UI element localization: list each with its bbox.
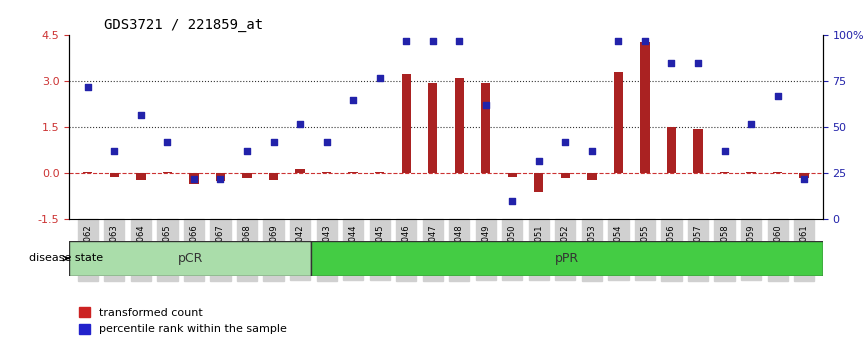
Bar	[322, 172, 332, 173]
Legend: transformed count, percentile rank within the sample: transformed count, percentile rank withi…	[74, 303, 292, 339]
Bar	[746, 172, 756, 173]
Bar	[720, 172, 729, 173]
Bar	[667, 127, 676, 173]
Bar	[190, 173, 198, 184]
Bar	[507, 173, 517, 177]
Point	[744, 121, 758, 127]
Point	[81, 84, 94, 90]
Bar	[773, 172, 782, 173]
Point	[798, 176, 811, 182]
Point	[294, 121, 307, 127]
Point	[240, 149, 254, 154]
Point	[771, 93, 785, 99]
Bar	[534, 173, 544, 192]
Point	[559, 139, 572, 145]
Point	[160, 139, 174, 145]
Bar	[163, 172, 172, 173]
Bar	[295, 169, 305, 173]
Bar	[428, 83, 437, 173]
Point	[611, 38, 625, 44]
Point	[479, 103, 493, 108]
Point	[399, 38, 413, 44]
Point	[346, 97, 360, 103]
FancyBboxPatch shape	[69, 241, 312, 276]
Bar	[110, 173, 119, 177]
Bar	[216, 173, 225, 181]
Bar	[136, 173, 145, 179]
Point	[214, 176, 228, 182]
Point	[452, 38, 466, 44]
Point	[372, 75, 386, 81]
Point	[107, 149, 121, 154]
Point	[134, 112, 148, 118]
Point	[638, 38, 652, 44]
Bar	[402, 74, 410, 173]
Bar	[375, 172, 385, 173]
Point	[718, 149, 732, 154]
Text: pPR: pPR	[555, 252, 579, 265]
Point	[532, 158, 546, 164]
Bar	[587, 173, 597, 179]
Bar	[614, 72, 623, 173]
Bar	[83, 172, 93, 173]
Bar	[481, 83, 490, 173]
Point	[691, 60, 705, 66]
Bar	[242, 173, 252, 178]
Point	[664, 60, 678, 66]
Point	[187, 176, 201, 182]
Point	[506, 198, 520, 204]
Bar	[455, 78, 464, 173]
Point	[585, 149, 598, 154]
Text: disease state: disease state	[29, 253, 103, 263]
Point	[267, 139, 281, 145]
Bar	[348, 172, 358, 173]
Bar	[640, 41, 650, 173]
Bar	[799, 173, 809, 178]
Text: GDS3721 / 221859_at: GDS3721 / 221859_at	[104, 18, 263, 32]
Text: pCR: pCR	[178, 252, 203, 265]
Bar	[694, 129, 702, 173]
Bar	[269, 173, 278, 179]
Point	[426, 38, 440, 44]
FancyBboxPatch shape	[312, 241, 823, 276]
Point	[320, 139, 333, 145]
Bar	[560, 173, 570, 178]
